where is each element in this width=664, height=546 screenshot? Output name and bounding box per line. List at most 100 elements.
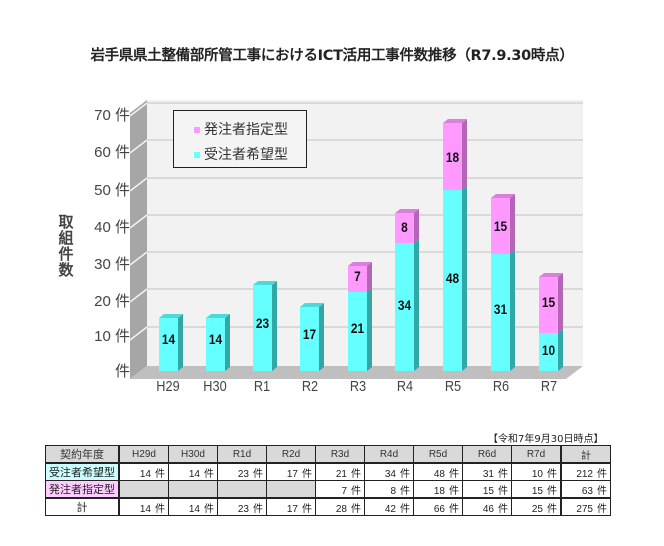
legend-swatch-magenta-icon — [194, 127, 200, 133]
x-tick-R5: R5 — [444, 378, 462, 395]
bar-label-R4-contractor: 34 — [397, 297, 412, 313]
table-cell-total: 275 件 — [560, 497, 611, 516]
table-cell: 17 件 — [266, 497, 316, 516]
y-tick-0: 件 — [114, 363, 130, 380]
table-cell-empty — [266, 480, 316, 499]
y-tick-70: 70 件 — [94, 107, 130, 124]
bar-R2 — [300, 303, 324, 371]
table-header: R4d — [364, 445, 414, 464]
x-tick-R1: R1 — [253, 378, 271, 395]
y-axis-title-char: 組 — [58, 229, 74, 247]
table-cell: 17 件 — [266, 462, 316, 481]
row-label: 発注者指定型 — [45, 480, 120, 499]
table-cell: 23 件 — [217, 462, 267, 481]
data-table: 契約年度 H29d H30d R1d R2d R3d R4d R5d R6d R… — [45, 445, 611, 516]
table-cell: 14 件 — [118, 462, 169, 481]
chart-title: 岩手県県土整備部所管工事におけるICT活用工事件数推移（R7.9.30時点） — [90, 48, 574, 64]
table-cell: 34 件 — [364, 462, 414, 481]
table-cell: 15 件 — [462, 480, 512, 499]
table-cell: 21 件 — [315, 462, 365, 481]
x-tick-H30: H30 — [203, 378, 227, 395]
x-tick-R2: R2 — [301, 378, 319, 395]
bar-R7 — [539, 273, 563, 371]
table-cell: 28 件 — [315, 497, 365, 516]
x-tick-H29: H29 — [156, 378, 180, 395]
table-header: H29d — [118, 445, 169, 464]
table-cell: 14 件 — [168, 497, 218, 516]
x-tick-R3: R3 — [349, 378, 367, 395]
table-cell-total: 212 件 — [560, 462, 611, 481]
table-header: R6d — [462, 445, 512, 464]
y-tick-40: 40 件 — [94, 219, 130, 236]
bar-label-R5-owner: 18 — [445, 149, 460, 165]
stacked-bar-chart: 取 組 件 数 70 件 60 件 50 件 40 件 30 件 20 件 10… — [56, 100, 583, 395]
bar-R3 — [348, 262, 372, 371]
bar-label-H30-contractor: 14 — [208, 331, 223, 347]
bar-label-R5-contractor: 48 — [445, 270, 460, 286]
table-cell: 25 件 — [511, 497, 562, 516]
bar-R6 — [491, 194, 515, 371]
table-cell-empty — [168, 480, 218, 499]
table-cell: 18 件 — [413, 480, 463, 499]
y-axis-title: 取 組 件 数 — [56, 214, 76, 278]
chart-legend: 発注者指定型 受注者希望型 — [173, 110, 307, 168]
table-cell: 42 件 — [364, 497, 414, 516]
bar-R5 — [443, 119, 467, 371]
table-header: R2d — [266, 445, 316, 464]
bar-label-R7-contractor: 10 — [541, 342, 556, 358]
bar-R1 — [253, 281, 277, 371]
table-cell: 46 件 — [462, 497, 512, 516]
bar-label-R3-contractor: 21 — [350, 320, 365, 336]
table-header: H30d — [168, 445, 218, 464]
table-row-total: 計 14 件 14 件 23 件 17 件 28 件 42 件 66 件 46 件 25 件 27… — [45, 497, 611, 516]
row-label: 受注者希望型 — [45, 462, 120, 481]
y-tick-10: 10 件 — [94, 328, 130, 345]
bar-R4 — [395, 209, 419, 371]
table-cell: 31 件 — [462, 462, 512, 481]
table-cell: 48 件 — [413, 462, 463, 481]
x-tick-R6: R6 — [492, 378, 510, 395]
legend-swatch-cyan-icon — [194, 152, 200, 158]
y-tick-30: 30 件 — [94, 256, 130, 273]
bar-label-R2-contractor: 17 — [302, 326, 317, 342]
table-row-contractor-requested: 受注者希望型 14 件 14 件 23 件 17 件 21 件 34 件 48 件 31 件 1… — [45, 462, 611, 481]
bar-H30 — [206, 314, 230, 371]
table-header: R3d — [315, 445, 365, 464]
y-axis-title-char: 取 — [58, 213, 74, 231]
table-cell: 10 件 — [511, 462, 562, 481]
bar-label-R4-owner: 8 — [401, 219, 408, 235]
table-cell-total: 63 件 — [560, 480, 611, 499]
table-header: R5d — [413, 445, 463, 464]
table-header: R1d — [217, 445, 267, 464]
table-header-row: 契約年度 H29d H30d R1d R2d R3d R4d R5d R6d R… — [45, 445, 611, 464]
table-cell: 15 件 — [511, 480, 562, 499]
table-cell: 14 件 — [168, 462, 218, 481]
x-tick-R7: R7 — [540, 378, 558, 395]
x-tick-R4: R4 — [396, 378, 414, 395]
row-label: 計 — [45, 497, 120, 516]
legend-label: 発注者指定型 — [204, 122, 288, 138]
legend-item-owner-designated: 発注者指定型 — [194, 119, 288, 139]
y-axis-title-char: 件 — [58, 245, 74, 263]
table-caption: 【令和7年9月30日時点】 — [488, 434, 604, 445]
bar-label-H29-contractor: 14 — [161, 331, 176, 347]
table-header: 計 — [560, 445, 611, 464]
legend-label: 受注者希望型 — [204, 147, 288, 163]
y-tick-60: 60 件 — [94, 144, 130, 161]
bar-H29 — [159, 314, 183, 371]
y-tick-50: 50 件 — [94, 182, 130, 199]
table-cell-empty — [118, 480, 169, 499]
y-axis-title-char: 数 — [58, 261, 74, 279]
table-header: 契約年度 — [45, 445, 120, 464]
bar-label-R6-owner: 15 — [493, 218, 508, 234]
table-header: R7d — [511, 445, 562, 464]
table-cell: 23 件 — [217, 497, 267, 516]
chart-plot-area — [129, 100, 583, 379]
table-cell: 14 件 — [118, 497, 169, 516]
table-cell-empty — [217, 480, 267, 499]
legend-item-contractor-requested: 受注者希望型 — [194, 144, 288, 164]
table-cell: 66 件 — [413, 497, 463, 516]
